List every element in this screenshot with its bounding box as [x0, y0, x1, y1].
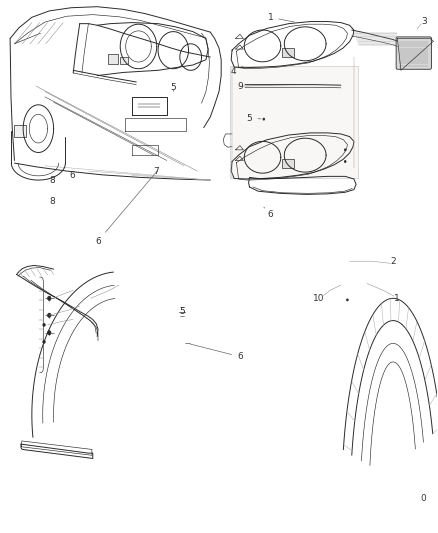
Circle shape — [47, 330, 51, 335]
Bar — [120, 56, 127, 64]
Text: 3: 3 — [421, 17, 427, 26]
Bar — [14, 125, 26, 136]
Text: 0: 0 — [420, 494, 427, 503]
Text: 1: 1 — [394, 294, 399, 303]
Text: 8: 8 — [50, 197, 56, 206]
Circle shape — [43, 323, 46, 326]
Circle shape — [344, 149, 346, 151]
Text: 5: 5 — [179, 307, 185, 316]
Bar — [282, 159, 294, 168]
Bar — [282, 47, 294, 57]
Circle shape — [346, 299, 348, 301]
Circle shape — [47, 313, 51, 317]
Text: 6: 6 — [95, 171, 157, 246]
Text: 5: 5 — [247, 114, 261, 123]
Text: 6: 6 — [69, 171, 75, 180]
Text: 2: 2 — [390, 257, 396, 265]
Circle shape — [344, 160, 346, 163]
Text: 6: 6 — [191, 344, 243, 361]
Circle shape — [263, 118, 265, 120]
Text: 4: 4 — [230, 66, 243, 76]
Circle shape — [47, 296, 51, 301]
Text: 5: 5 — [170, 83, 176, 92]
Text: 7: 7 — [153, 166, 159, 175]
Bar — [230, 66, 358, 179]
Text: 1: 1 — [268, 13, 295, 22]
Text: 8: 8 — [50, 176, 56, 185]
FancyBboxPatch shape — [396, 37, 431, 69]
Text: 9: 9 — [237, 82, 243, 91]
Bar — [108, 54, 117, 64]
Text: 6: 6 — [264, 207, 273, 219]
Text: 10: 10 — [313, 294, 325, 303]
Circle shape — [43, 340, 46, 343]
